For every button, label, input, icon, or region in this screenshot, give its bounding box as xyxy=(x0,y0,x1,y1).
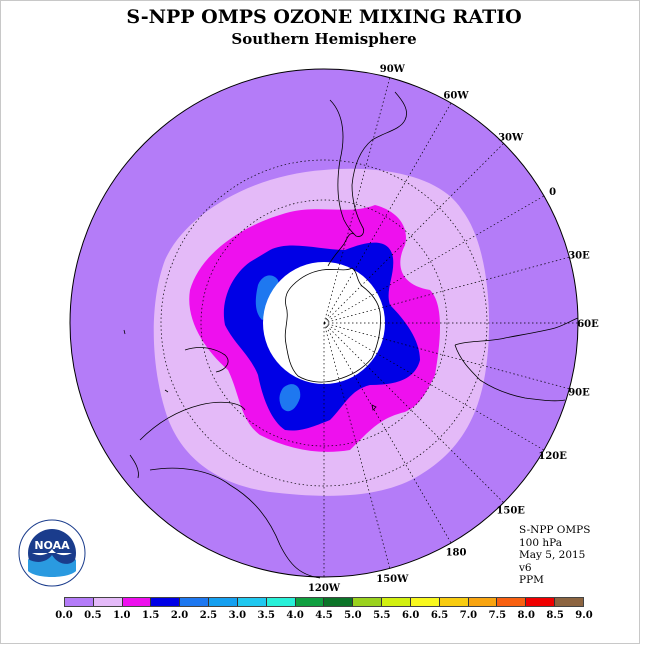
colorbar-ticks: 0.0 0.5 1.0 1.5 2.0 2.5 3.0 3.5 4.0 4.5 5.0 5.5 6.0 6… xyxy=(55,610,592,624)
version-label: v6 xyxy=(519,561,532,574)
graticule xyxy=(160,77,578,577)
colorbar-swatch xyxy=(122,598,152,606)
colorbar-swatch xyxy=(410,598,440,606)
lon-label: 30E xyxy=(568,251,590,262)
colorbar-tick-label: 3.5 xyxy=(257,610,275,621)
lon-label: 180 xyxy=(446,548,467,559)
units-label: PPM xyxy=(519,574,544,586)
ozone-band-2.0-2.5-south xyxy=(279,384,301,412)
colorbar-tick-label: 2.5 xyxy=(199,610,218,621)
colorbar-tick-label: 6.5 xyxy=(430,610,449,621)
instrument-label: S-NPP OMPS xyxy=(519,524,591,536)
colorbar-tick-label: 6.0 xyxy=(401,610,420,621)
colorbar-swatch xyxy=(439,598,469,606)
colorbar-swatch xyxy=(266,598,296,606)
colorbar xyxy=(64,597,584,607)
colorbar-tick-label: 1.5 xyxy=(141,610,160,621)
colorbar-tick-label: 9.0 xyxy=(575,610,593,621)
colorbar-tick-label: 2.0 xyxy=(170,610,189,621)
colorbar-tick-label: 0.5 xyxy=(84,610,102,621)
colorbar-tick-label: 5.0 xyxy=(344,610,362,621)
lon-label: 150W xyxy=(376,574,409,585)
colorbar-swatch xyxy=(180,598,210,606)
lon-label: 0 xyxy=(549,187,556,198)
colorbar-swatch xyxy=(497,598,527,606)
latitude-circle xyxy=(160,159,488,487)
map-boundary xyxy=(69,68,579,578)
colorbar-tick-label: 4.0 xyxy=(286,610,304,621)
colorbar-swatch xyxy=(353,598,383,606)
colorbar-tick-label: 4.5 xyxy=(315,610,333,621)
colorbar-tick-label: 8.0 xyxy=(517,610,535,621)
colorbar-swatch xyxy=(237,598,267,606)
coastlines xyxy=(123,91,579,579)
info-block: S-NPP OMPS 100 hPa May 5, 2015 v6 PPM xyxy=(519,524,590,587)
lon-label: 60W xyxy=(443,90,469,101)
colorbar-tick-label: 5.5 xyxy=(373,610,391,621)
colorbar-swatch xyxy=(324,598,354,606)
date-label: May 5, 2015 xyxy=(519,549,586,561)
lon-label: 120W xyxy=(308,583,341,594)
lon-label: 30W xyxy=(498,132,524,143)
noaa-logo: NOAA xyxy=(18,519,86,587)
lon-label: 90W xyxy=(380,64,406,75)
colorbar-swatch xyxy=(209,598,238,606)
colorbar-tick-label: 7.5 xyxy=(488,610,507,621)
colorbar-swatch xyxy=(93,598,123,606)
colorbar-tick-label: 0.0 xyxy=(55,610,73,621)
map-subtitle: Southern Hemisphere xyxy=(231,30,417,48)
pressure-level: 100 hPa xyxy=(519,536,562,549)
lon-label: 120E xyxy=(538,451,567,462)
latitude-circle xyxy=(200,199,448,447)
colorbar-swatch xyxy=(65,598,94,606)
lon-label: 60E xyxy=(577,319,599,330)
map-title: S-NPP OMPS OZONE MIXING RATIO xyxy=(126,6,522,28)
colorbar-swatch xyxy=(295,598,325,606)
colorbar-tick-label: 3.0 xyxy=(228,610,247,621)
colorbar-swatch xyxy=(526,598,556,606)
logo-text: NOAA xyxy=(34,539,70,552)
colorbar-swatch xyxy=(382,598,411,606)
colorbar-tick-label: 8.5 xyxy=(546,610,564,621)
colorbar-swatch xyxy=(468,598,498,606)
colorbar-tick-label: 1.0 xyxy=(113,610,131,621)
longitude-labels: 90W 60W 30W 0 30E 60E 90E 120E 150E 180 150W 120W xyxy=(308,64,599,594)
lon-label: 90E xyxy=(568,387,590,398)
colorbar-swatch xyxy=(555,598,583,606)
colorbar-swatch xyxy=(151,598,181,606)
lon-label: 150E xyxy=(496,506,525,517)
colorbar-tick-label: 7.0 xyxy=(459,610,478,621)
